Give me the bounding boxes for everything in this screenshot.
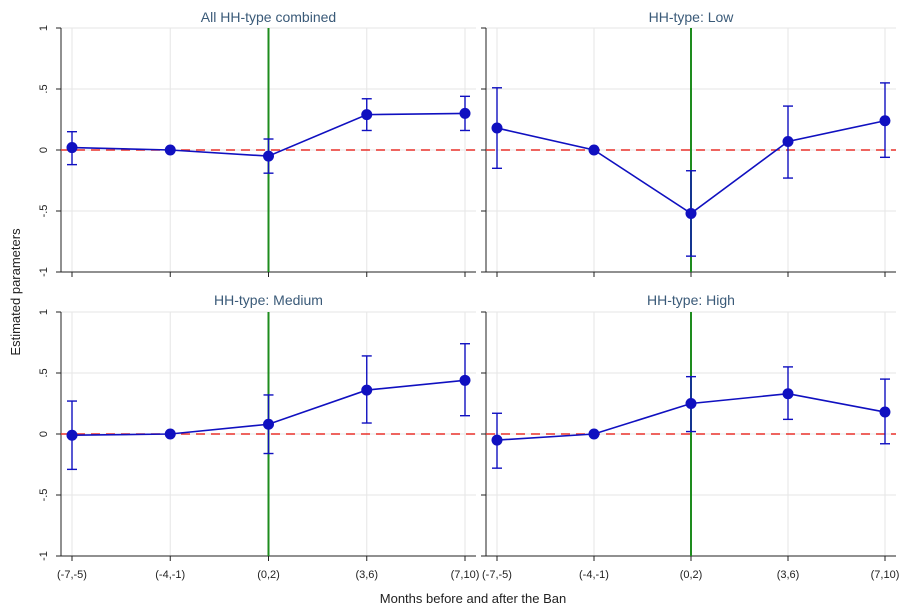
data-point xyxy=(782,135,794,147)
y-tick-label: -.5 xyxy=(38,205,50,218)
y-tick-label: -1 xyxy=(38,551,50,561)
panel-title: All HH-type combined xyxy=(201,9,336,25)
panel-title: HH-type: High xyxy=(647,292,735,308)
panels: 1 .5 0 -.5 -1 All HH-type combined HH-type: Lo… xyxy=(38,9,899,581)
panel-2: HH-type: Low xyxy=(481,9,896,277)
x-tick-label: (0,2) xyxy=(680,569,703,581)
data-point xyxy=(685,398,697,409)
y-tick-label: .5 xyxy=(38,84,50,93)
x-tick-label: (3,6) xyxy=(777,569,800,581)
x-tick-label: (7,10) xyxy=(451,569,480,581)
data-point xyxy=(361,109,373,121)
x-tick-label: (7,10) xyxy=(871,569,900,581)
data-point xyxy=(164,428,176,440)
x-tick-label: (-4,-1) xyxy=(579,569,609,581)
data-point xyxy=(588,144,600,156)
panel-title: HH-type: Low xyxy=(649,9,735,25)
y-tick-label: 1 xyxy=(38,25,50,31)
data-point xyxy=(459,107,471,119)
figure-y-axis-label: Estimated parameters xyxy=(8,228,23,356)
x-tick-label: (-7,-5) xyxy=(57,569,87,581)
x-tick-label: (-4,-1) xyxy=(155,569,185,581)
y-tick-label: .5 xyxy=(38,368,50,377)
panel-1: 1 .5 0 -.5 -1 All HH-type combined xyxy=(38,9,476,277)
panel-title: HH-type: Medium xyxy=(214,292,323,308)
data-point xyxy=(491,122,503,134)
data-point xyxy=(66,142,78,154)
x-tick-label: (3,6) xyxy=(355,569,378,581)
y-tick-label: 0 xyxy=(38,147,50,153)
data-point xyxy=(263,418,274,430)
data-point xyxy=(459,374,471,386)
data-point xyxy=(879,406,891,418)
y-tick-label: 0 xyxy=(38,431,50,437)
y-tick-label: 1 xyxy=(38,309,50,315)
figure-x-axis-label: Months before and after the Ban xyxy=(380,591,566,606)
data-point xyxy=(361,384,373,396)
data-point xyxy=(491,434,503,446)
data-point xyxy=(685,207,697,219)
panel-3: 1 .5 0 -.5 -1 (-7,-5) (-4,-1) (0,2) (3,6) (7,10) H… xyxy=(38,292,479,581)
data-point xyxy=(879,115,891,127)
x-tick-label: (0,2) xyxy=(257,569,280,581)
y-tick-label: -1 xyxy=(38,267,50,277)
data-point xyxy=(588,428,600,440)
y-tick-label: -.5 xyxy=(38,489,50,502)
data-point xyxy=(782,388,794,400)
data-point xyxy=(164,144,176,156)
data-point xyxy=(66,429,78,441)
x-tick-label: (-7,-5) xyxy=(482,569,512,581)
data-point xyxy=(263,150,274,162)
panel-4: (-7,-5) (-4,-1) (0,2) (3,6) (7,10) HH-type: H… xyxy=(481,292,899,581)
